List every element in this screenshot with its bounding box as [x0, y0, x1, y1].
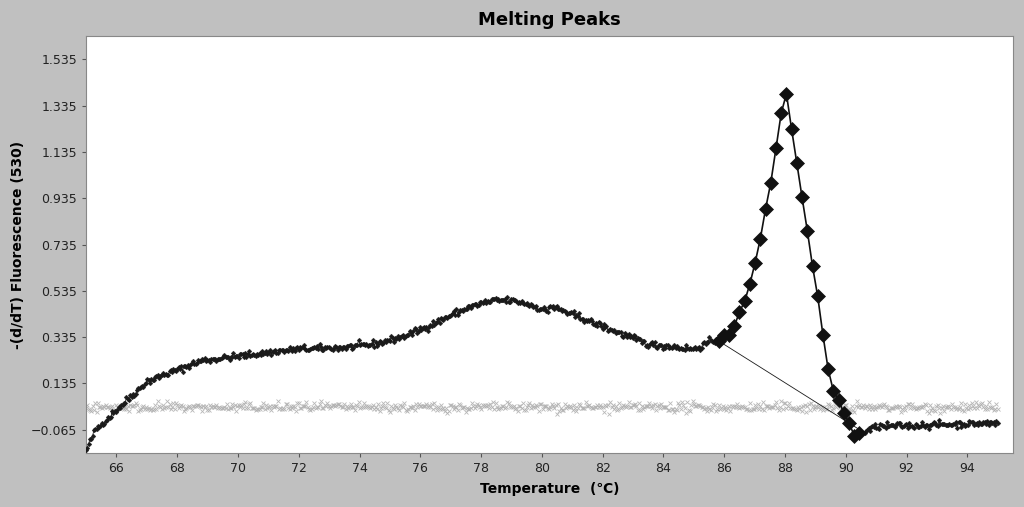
Y-axis label: -(d/dT) Fluorescence (530): -(d/dT) Fluorescence (530) — [11, 140, 26, 349]
X-axis label: Temperature  (℃): Temperature (℃) — [479, 482, 620, 496]
Title: Melting Peaks: Melting Peaks — [478, 11, 621, 29]
